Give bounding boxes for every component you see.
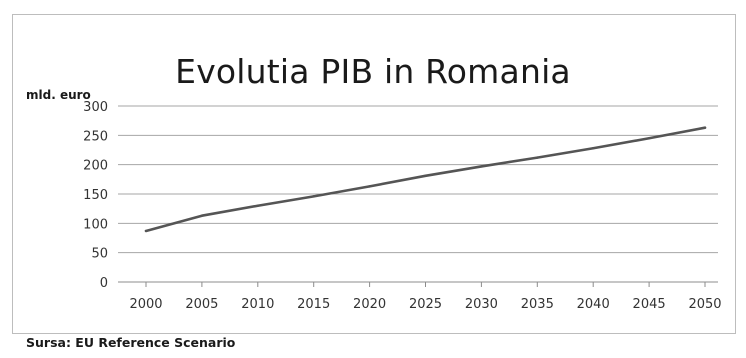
x-tick-label-2045: 2045 xyxy=(633,297,666,312)
y-tick-label-300: 300 xyxy=(83,100,108,115)
data-point-2045 xyxy=(647,137,651,140)
y-axis-label: mld. euro xyxy=(26,88,91,102)
data-point-2025 xyxy=(424,174,427,178)
data-point-2030 xyxy=(480,165,483,168)
data-point-2015 xyxy=(312,195,315,198)
y-tick-label-50: 50 xyxy=(91,247,108,262)
data-point-2020 xyxy=(368,185,371,188)
data-point-2000 xyxy=(144,229,148,233)
x-tick-label-2005: 2005 xyxy=(185,297,218,312)
x-tick-label-2035: 2035 xyxy=(521,297,554,312)
chart-frame xyxy=(12,14,736,334)
data-point-2010 xyxy=(256,204,259,207)
y-tick-label-150: 150 xyxy=(83,188,108,203)
x-tick-label-2050: 2050 xyxy=(688,297,721,312)
x-tick-label-2020: 2020 xyxy=(353,297,386,312)
x-tick-label-2000: 2000 xyxy=(129,297,162,312)
y-tick-label-250: 250 xyxy=(83,129,108,144)
y-tick-label-100: 100 xyxy=(83,217,108,232)
x-tick-label-2010: 2010 xyxy=(241,297,274,312)
source-note: Sursa: EU Reference Scenario xyxy=(26,335,236,350)
data-point-2005 xyxy=(200,214,204,217)
x-tick-label-2015: 2015 xyxy=(297,297,330,312)
data-point-2040 xyxy=(592,147,595,150)
y-tick-label-200: 200 xyxy=(83,159,108,174)
x-tick-label-2040: 2040 xyxy=(577,297,610,312)
x-tick-label-2025: 2025 xyxy=(409,297,442,312)
data-point-2035 xyxy=(536,156,539,159)
y-tick-label-0: 0 xyxy=(100,276,108,291)
series-line-0 xyxy=(144,126,707,233)
x-tick-label-2030: 2030 xyxy=(465,297,498,312)
data-point-2050 xyxy=(703,126,707,129)
chart-title: Evolutia PIB in Romania xyxy=(175,52,571,91)
